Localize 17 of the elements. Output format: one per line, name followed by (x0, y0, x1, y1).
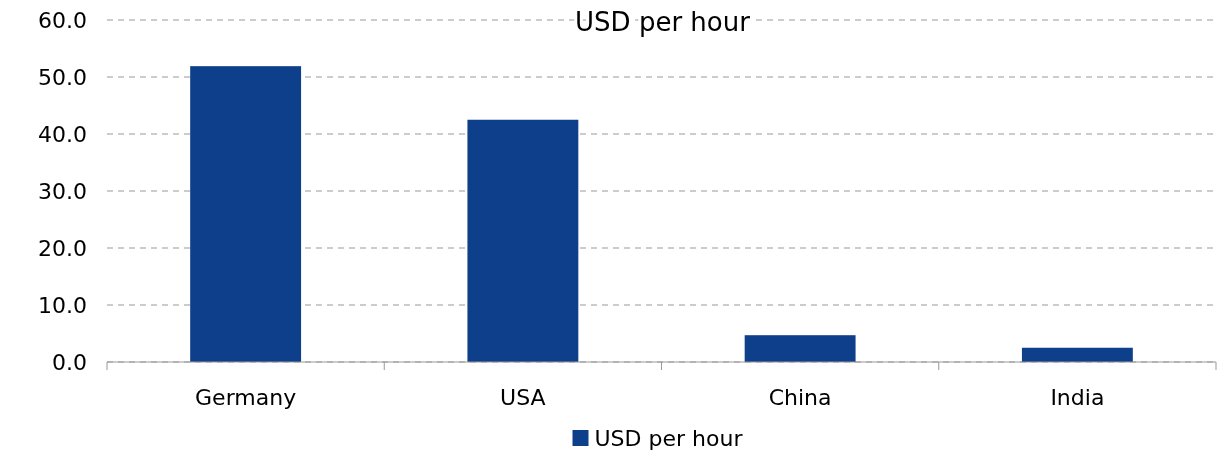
y-tick-label: 0.0 (52, 350, 87, 375)
y-tick-label: 10.0 (38, 293, 87, 318)
x-tick-label: Germany (195, 385, 297, 410)
bar (467, 119, 579, 362)
x-tick-label: USA (500, 385, 546, 410)
legend-label: USD per hour (594, 426, 744, 451)
bar (1021, 347, 1133, 362)
bar (190, 66, 302, 362)
y-tick-label: 20.0 (38, 236, 87, 261)
y-tick-label: 60.0 (38, 8, 87, 33)
chart-title: USD per hour (575, 7, 751, 37)
bar (744, 335, 856, 362)
x-tick-label: India (1050, 385, 1105, 410)
x-tick-label: China (768, 385, 832, 410)
y-tick-label: 40.0 (38, 122, 87, 147)
y-tick-label: 30.0 (38, 179, 87, 204)
y-tick-label: 50.0 (38, 65, 87, 90)
